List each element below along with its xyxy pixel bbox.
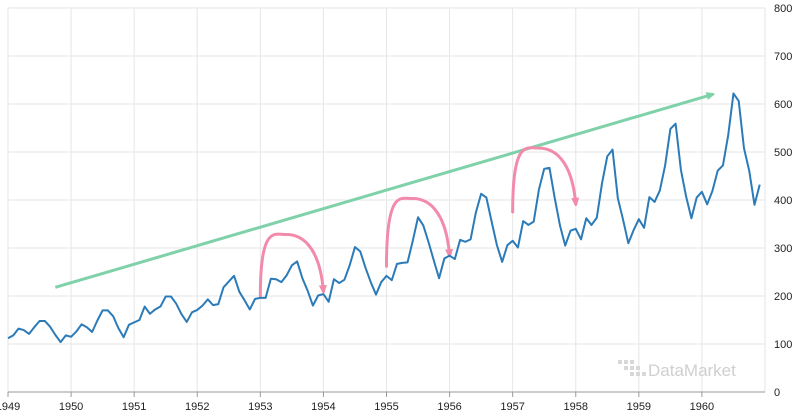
watermark: DataMarket: [648, 361, 736, 380]
seasonal-arrow: [258, 232, 323, 298]
y-tick-label: 400: [774, 195, 792, 207]
y-tick-label: 300: [774, 243, 792, 255]
x-tick-label: 1950: [59, 401, 83, 413]
x-tick-label: 1951: [122, 401, 146, 413]
y-tick-label: 100: [774, 339, 792, 351]
y-tick-label: 800: [774, 3, 792, 15]
x-tick-label: 1949: [0, 401, 20, 413]
x-tick-label: 1960: [690, 401, 714, 413]
x-tick-label: 1958: [564, 401, 588, 413]
y-tick-label: 700: [774, 51, 792, 63]
x-tick-label: 1956: [437, 401, 461, 413]
annotations: [54, 94, 712, 298]
trend-arrow: [54, 94, 712, 289]
x-tick-label: 1957: [500, 401, 524, 413]
x-tick-label: 1954: [311, 401, 335, 413]
x-tick-label: 1955: [374, 401, 398, 413]
x-tick-label: 1959: [627, 401, 651, 413]
axis: 0 100 200 300 400 500 600 700 800 1949 1950 1951 195…: [0, 3, 792, 413]
seasonal-arrow: [385, 196, 450, 268]
y-tick-label: 500: [774, 147, 792, 159]
watermark-logo-icon: [618, 360, 646, 376]
x-tick-label: 1953: [248, 401, 272, 413]
y-tick-label: 600: [774, 99, 792, 111]
x-tick-label: 1952: [185, 401, 209, 413]
y-tick-label: 0: [774, 387, 780, 399]
series: [7, 92, 761, 344]
seasonal-arrow: [511, 146, 576, 214]
series-line: [7, 92, 761, 344]
y-tick-label: 200: [774, 291, 792, 303]
